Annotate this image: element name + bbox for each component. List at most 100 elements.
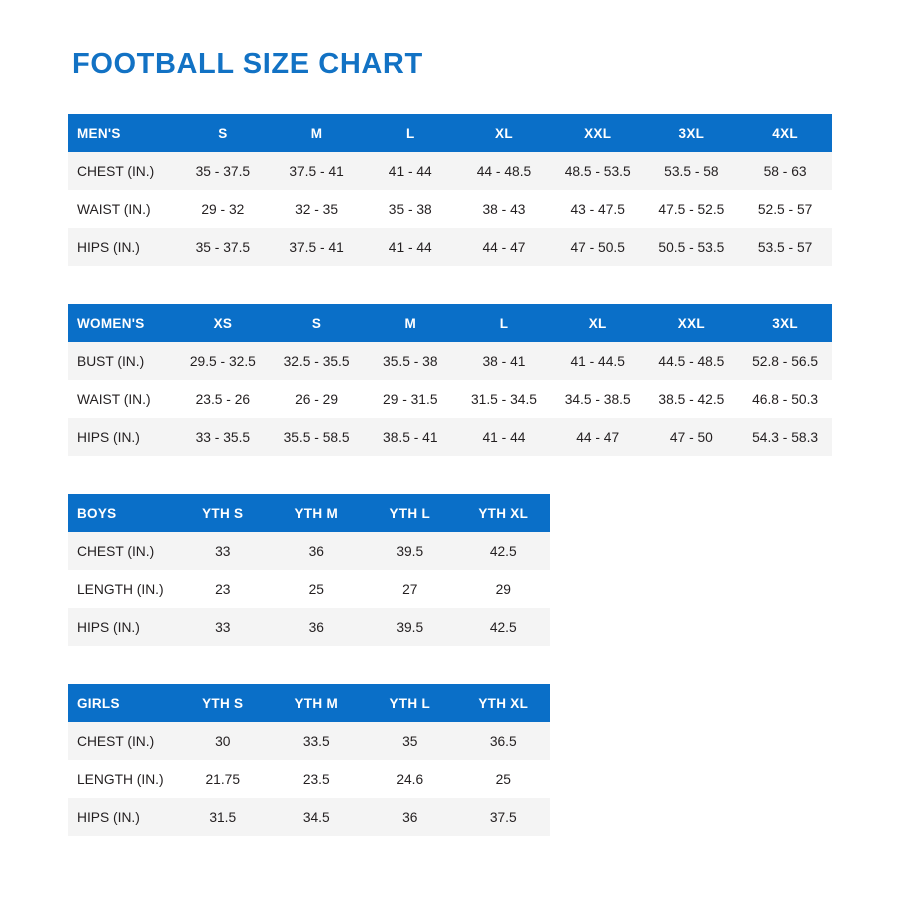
measurement-value: 35.5 - 58.5 xyxy=(283,429,350,445)
measurement-value: 29 xyxy=(495,581,511,597)
measurement-label-mens-0: CHEST (IN.) xyxy=(77,163,155,179)
column-header-womens-0: XS xyxy=(213,315,233,331)
measurement-value: 44 - 48.5 xyxy=(476,163,532,179)
measurement-label-womens-1: WAIST (IN.) xyxy=(77,391,151,407)
column-header-girls-3: YTH XL xyxy=(478,695,529,711)
measurement-value: 36.5 xyxy=(489,733,517,749)
size-tables-container: MEN'S S M L XL XXL 3XL 4XL CHEST (IN.) 35 - 37.5 3… xyxy=(68,114,832,874)
measurement-value: 41 - 44 xyxy=(482,429,526,445)
measurement-value: 34.5 - 38.5 xyxy=(564,391,631,407)
measurement-value: 58 - 63 xyxy=(763,163,807,179)
measurement-value: 29 - 31.5 xyxy=(383,391,438,407)
measurement-value: 35 xyxy=(402,733,418,749)
table-row: HIPS (IN.) 33 36 39.5 42.5 xyxy=(68,608,550,646)
measurement-label-girls-1: LENGTH (IN.) xyxy=(77,771,164,787)
measurement-value: 47 - 50 xyxy=(669,429,713,445)
measurement-value: 47 - 50.5 xyxy=(570,239,625,255)
table-row: LENGTH (IN.) 23 25 27 29 xyxy=(68,570,550,608)
measurement-value: 34.5 xyxy=(302,809,330,825)
measurement-value: 52.5 - 57 xyxy=(757,201,813,217)
measurement-value: 23 xyxy=(215,581,231,597)
measurement-value: 44 - 47 xyxy=(576,429,620,445)
measurement-value: 48.5 - 53.5 xyxy=(564,163,631,179)
measurement-value: 54.3 - 58.3 xyxy=(752,429,819,445)
measurement-value: 21.75 xyxy=(205,771,241,787)
table-row: WAIST (IN.) 23.5 - 26 26 - 29 29 - 31.5 31.5… xyxy=(68,380,832,418)
table-row: HIPS (IN.) 33 - 35.5 35.5 - 58.5 38.5 - 41 4… xyxy=(68,418,832,456)
measurement-value: 41 - 44 xyxy=(388,239,432,255)
measurement-value: 35 - 37.5 xyxy=(195,163,251,179)
measurement-value: 44 - 47 xyxy=(482,239,526,255)
measurement-label-mens-1: WAIST (IN.) xyxy=(77,201,151,217)
measurement-value: 36 xyxy=(402,809,418,825)
measurement-value: 44.5 - 48.5 xyxy=(658,353,725,369)
measurement-label-boys-0: CHEST (IN.) xyxy=(77,543,155,559)
table-header-row: MEN'S S M L XL XXL 3XL 4XL xyxy=(68,114,832,152)
measurement-label-womens-0: BUST (IN.) xyxy=(77,353,145,369)
column-header-boys-2: YTH L xyxy=(389,505,430,521)
size-table-girls: GIRLS YTH S YTH M YTH L YTH XL CHEST (IN.) 30 3… xyxy=(68,684,550,836)
measurement-label-girls-0: CHEST (IN.) xyxy=(77,733,155,749)
column-header-girls-0: YTH S xyxy=(202,695,244,711)
column-header-mens-4: XXL xyxy=(584,125,612,141)
column-header-boys-3: YTH XL xyxy=(478,505,529,521)
column-header-mens-6: 4XL xyxy=(772,125,798,141)
column-header-womens-1: S xyxy=(311,315,322,331)
table-row: HIPS (IN.) 35 - 37.5 37.5 - 41 41 - 44 44 - … xyxy=(68,228,832,266)
group-label-mens: MEN'S xyxy=(77,125,121,141)
measurement-label-boys-1: LENGTH (IN.) xyxy=(77,581,164,597)
measurement-value: 39.5 xyxy=(396,543,424,559)
size-table-mens: MEN'S S M L XL XXL 3XL 4XL CHEST (IN.) 35 - 37.5 3… xyxy=(68,114,832,266)
measurement-value: 41 - 44.5 xyxy=(570,353,625,369)
measurement-value: 43 - 47.5 xyxy=(570,201,625,217)
column-header-womens-6: 3XL xyxy=(772,315,798,331)
table-row: CHEST (IN.) 35 - 37.5 37.5 - 41 41 - 44 44 -… xyxy=(68,152,832,190)
measurement-value: 35 - 38 xyxy=(388,201,432,217)
measurement-value: 38 - 43 xyxy=(482,201,526,217)
measurement-label-boys-2: HIPS (IN.) xyxy=(77,619,140,635)
measurement-value: 24.6 xyxy=(396,771,424,787)
measurement-value: 35 - 37.5 xyxy=(195,239,251,255)
measurement-value: 38.5 - 42.5 xyxy=(658,391,725,407)
column-header-girls-2: YTH L xyxy=(389,695,430,711)
measurement-value: 26 - 29 xyxy=(295,391,339,407)
measurement-value: 42.5 xyxy=(489,543,517,559)
column-header-mens-5: 3XL xyxy=(678,125,705,141)
measurement-value: 53.5 - 57 xyxy=(757,239,813,255)
column-header-womens-2: M xyxy=(404,315,417,331)
measurement-value: 41 - 44 xyxy=(388,163,432,179)
column-header-womens-4: XL xyxy=(588,315,607,331)
measurement-value: 29 - 32 xyxy=(201,201,245,217)
table-row: WAIST (IN.) 29 - 32 32 - 35 35 - 38 38 - 43 4… xyxy=(68,190,832,228)
measurement-value: 53.5 - 58 xyxy=(664,163,719,179)
table-row: HIPS (IN.) 31.5 34.5 36 37.5 xyxy=(68,798,550,836)
measurement-value: 39.5 xyxy=(396,619,424,635)
measurement-value: 37.5 xyxy=(489,809,517,825)
measurement-value: 32 - 35 xyxy=(295,201,339,217)
measurement-value: 35.5 - 38 xyxy=(383,353,438,369)
measurement-value: 52.8 - 56.5 xyxy=(752,353,819,369)
measurement-value: 36 xyxy=(308,543,324,559)
group-label-womens: WOMEN'S xyxy=(77,315,145,331)
measurement-value: 30 xyxy=(215,733,231,749)
column-header-womens-5: XXL xyxy=(677,315,705,331)
measurement-value: 42.5 xyxy=(489,619,517,635)
page-title: FOOTBALL SIZE CHART xyxy=(72,48,423,80)
table-row: CHEST (IN.) 30 33.5 35 36.5 xyxy=(68,722,550,760)
measurement-value: 32.5 - 35.5 xyxy=(283,353,350,369)
measurement-value: 47.5 - 52.5 xyxy=(658,201,725,217)
group-label-boys: BOYS xyxy=(77,505,117,521)
table-header-row: GIRLS YTH S YTH M YTH L YTH XL xyxy=(68,684,550,722)
measurement-value: 27 xyxy=(402,581,418,597)
measurement-value: 23.5 - 26 xyxy=(195,391,251,407)
measurement-value: 25 xyxy=(308,581,324,597)
measurement-value: 31.5 - 34.5 xyxy=(470,391,537,407)
table-header-row: BOYS YTH S YTH M YTH L YTH XL xyxy=(68,494,550,532)
measurement-value: 33.5 xyxy=(302,733,330,749)
column-header-mens-2: L xyxy=(406,125,415,141)
table-row: CHEST (IN.) 33 36 39.5 42.5 xyxy=(68,532,550,570)
measurement-value: 33 xyxy=(215,619,231,635)
measurement-value: 50.5 - 53.5 xyxy=(658,239,725,255)
measurement-value: 37.5 - 41 xyxy=(289,163,344,179)
